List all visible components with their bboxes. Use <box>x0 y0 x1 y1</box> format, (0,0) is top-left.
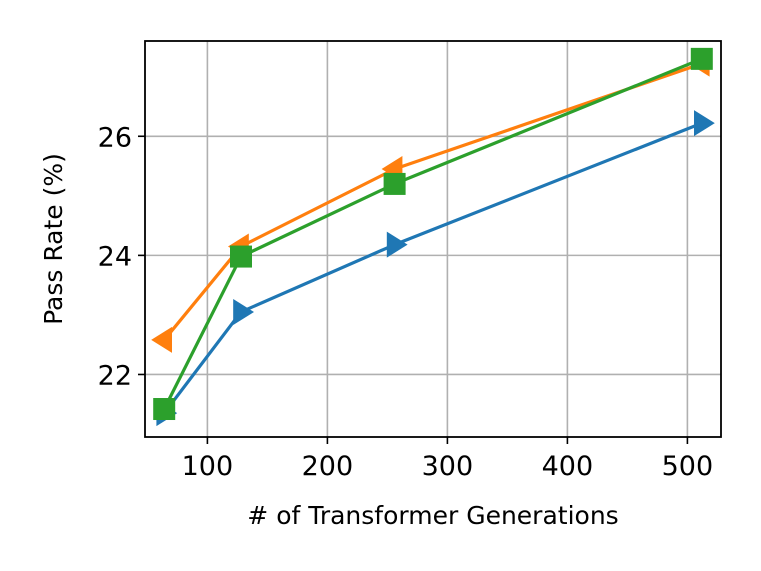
axis-ticks: 100 200 300 400 500 22 24 26 <box>98 122 714 482</box>
x-tick-label: 400 <box>542 451 594 482</box>
y-axis-label: Pass Rate (%) <box>39 153 68 325</box>
data-point-square <box>383 172 406 195</box>
data-point-square <box>690 47 713 70</box>
series-3 <box>153 47 713 421</box>
x-tick-label: 200 <box>302 451 354 482</box>
series-line <box>162 57 703 410</box>
data-point-square <box>153 398 176 421</box>
plot-frame <box>144 40 722 438</box>
x-tick-label: 500 <box>662 451 714 482</box>
x-tick-label: 100 <box>182 451 234 482</box>
data-point-triangle <box>151 326 172 353</box>
data-point-triangle <box>694 110 715 137</box>
series-line <box>162 121 703 415</box>
series-group <box>151 47 715 427</box>
data-point-square <box>230 245 252 268</box>
x-tick-label: 300 <box>422 451 474 482</box>
data-point-triangle <box>386 231 408 258</box>
x-axis-label: # of Transformer Generations <box>247 501 618 530</box>
y-tick-label: 26 <box>98 122 132 153</box>
series-line <box>162 62 703 341</box>
y-tick-label: 22 <box>98 360 132 391</box>
y-tick-label: 24 <box>98 241 132 272</box>
data-point-triangle <box>233 298 254 325</box>
